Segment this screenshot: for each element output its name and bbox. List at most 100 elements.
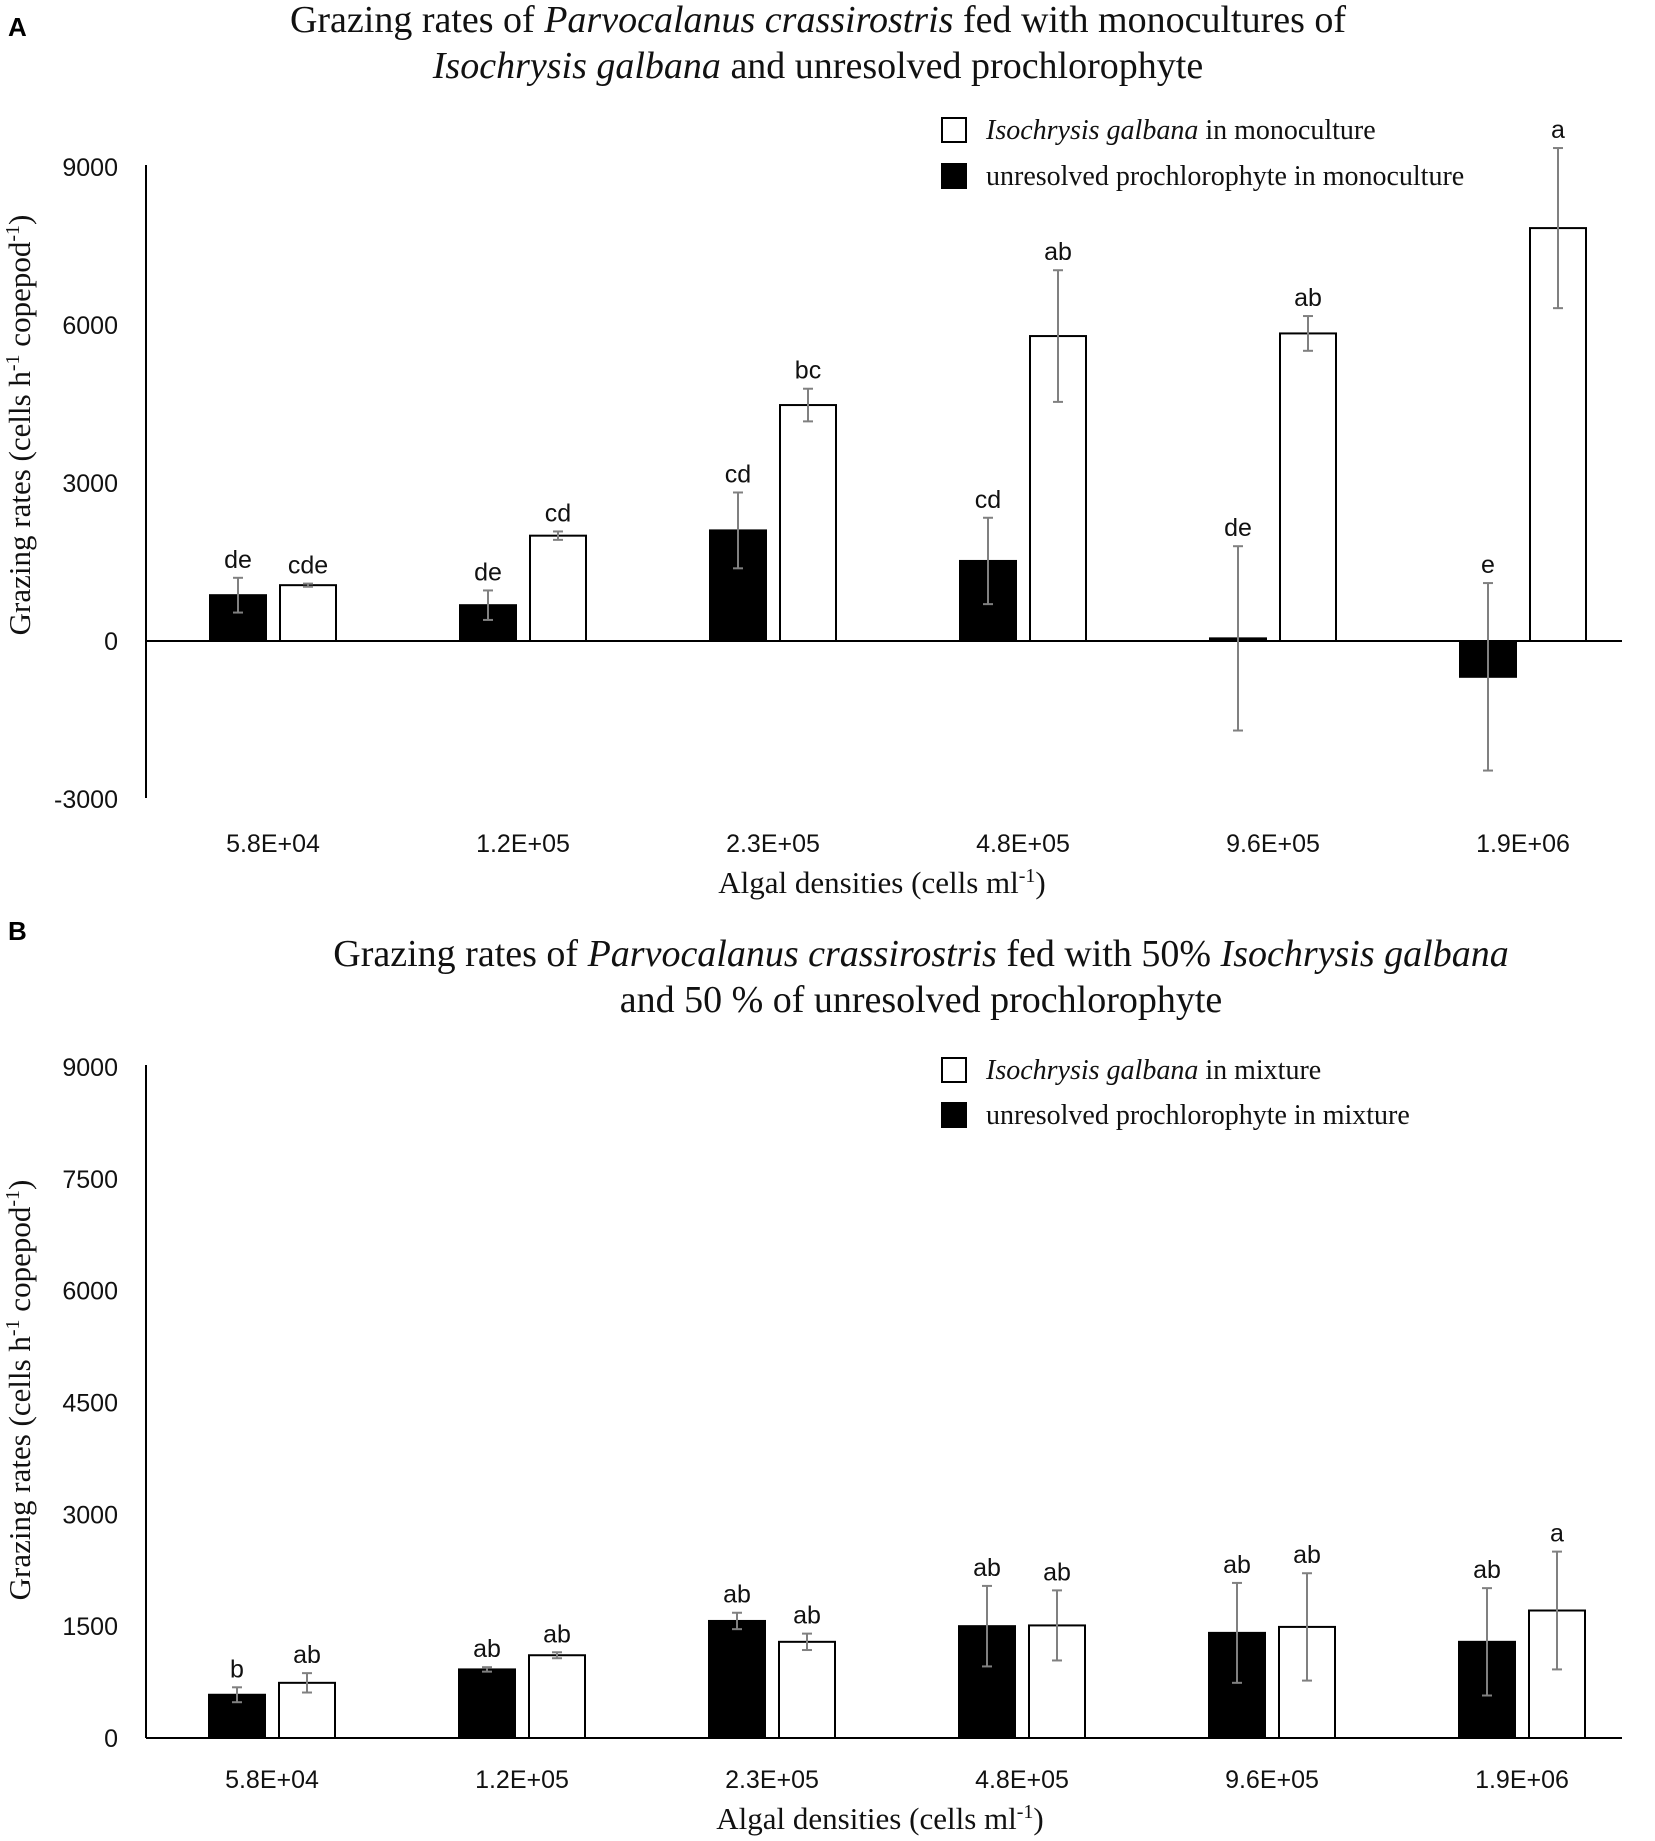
legend: Isochrysis galbana in mixture unresolved … (941, 1055, 1410, 1131)
legend-label-run: Isochrysis galbana (985, 1055, 1198, 1086)
chart-title-run: fed with monocultures of (953, 0, 1346, 41)
significance-letter: de (474, 558, 502, 586)
x-axis-label: Algal densities (cells ml-1) (718, 865, 1045, 900)
chart-title-run: fed with 50% (997, 933, 1221, 975)
y-tick-label: 3000 (62, 1501, 118, 1529)
significance-letter: cd (975, 486, 1001, 514)
y-tick-label: 9000 (62, 1054, 118, 1082)
significance-letter: a (1551, 116, 1565, 144)
legend-swatch (941, 117, 967, 143)
legend-label: unresolved prochlorophyte in mixture (986, 1100, 1410, 1131)
y-axis-label-run: Grazing rates (cells h (2, 1336, 37, 1601)
x-tick-label: 9.6E+05 (1226, 830, 1320, 858)
legend: Isochrysis galbana in monoculture unresol… (941, 115, 1464, 192)
x-tick-label: 1.2E+05 (476, 830, 570, 858)
y-tick-label: 7500 (62, 1166, 118, 1194)
significance-letter: ab (973, 1554, 1001, 1582)
bar (458, 1668, 516, 1740)
x-tick-label: 1.2E+05 (475, 1766, 569, 1794)
chart-title-run: Parvocalanus crassirostris (587, 933, 997, 975)
legend-swatch (941, 1102, 967, 1128)
legend-label-run: in monoculture (1198, 115, 1375, 146)
y-tick-label: 4500 (62, 1390, 118, 1418)
y-tick-label: 3000 (62, 470, 118, 498)
y-axis-label-sup: -1 (2, 225, 24, 242)
y-axis-label: Grazing rates (cells h-1 copepod-1) (2, 215, 37, 636)
x-tick-label: 1.9E+06 (1476, 830, 1570, 858)
y-tick-label: 9000 (62, 154, 118, 182)
chart-title-line: Grazing rates of Parvocalanus crassirost… (290, 0, 1346, 41)
x-tick-label: 9.6E+05 (1225, 1766, 1319, 1794)
chart-title-run: Isochrysis galbana (1220, 933, 1509, 975)
bar (779, 404, 837, 643)
significance-letter: de (1224, 514, 1252, 542)
legend-label-run: Isochrysis galbana (985, 115, 1198, 146)
y-tick-label: 0 (104, 628, 118, 656)
x-tick-label: 2.3E+05 (726, 830, 820, 858)
legend-label-run: unresolved prochlorophyte in monoculture (986, 161, 1464, 192)
x-axis-label-run: ) (1035, 865, 1045, 900)
y-tick-label: -3000 (54, 786, 118, 814)
y-axis-label-run: ) (2, 1180, 37, 1190)
y-axis-label-sup: -1 (2, 1190, 24, 1207)
significance-letter: ab (473, 1635, 501, 1663)
chart-panel-b: B Grazing rates of Parvocalanus crassiros… (2, 916, 1622, 1836)
significance-letter: ab (1294, 284, 1322, 312)
legend-label: Isochrysis galbana in monoculture (985, 115, 1376, 146)
x-tick-label: 1.9E+06 (1475, 1766, 1569, 1794)
chart-title-run: Isochrysis galbana (432, 45, 721, 87)
legend-label-run: in mixture (1198, 1055, 1321, 1086)
bar (279, 584, 337, 643)
significance-letter: bc (795, 357, 821, 385)
chart-title-line: Isochrysis galbana and unresolved prochl… (432, 45, 1203, 87)
x-axis-label-sup: -1 (1017, 1801, 1034, 1823)
y-tick-label: 0 (104, 1725, 118, 1753)
legend-label-run: unresolved prochlorophyte in mixture (986, 1100, 1410, 1131)
bar (709, 529, 767, 643)
significance-letter: de (224, 546, 252, 574)
bar (778, 1640, 836, 1740)
significance-letter: ab (293, 1641, 321, 1669)
bar (1029, 335, 1087, 642)
x-axis-label-run: Algal densities (cells ml (718, 865, 1018, 900)
bar (1279, 332, 1337, 642)
significance-letter: ab (723, 1581, 751, 1609)
x-axis-label-run: Algal densities (cells ml (716, 1801, 1016, 1836)
y-tick-label: 6000 (62, 312, 118, 340)
chart-title-line: Grazing rates of Parvocalanus crassirost… (333, 933, 1508, 975)
significance-letter: ab (1473, 1556, 1501, 1584)
significance-letter: b (230, 1655, 244, 1683)
x-axis-label-run: ) (1033, 1801, 1043, 1836)
significance-letter: a (1550, 1520, 1564, 1548)
legend-swatch (941, 1057, 967, 1083)
panel-letter: A (8, 12, 27, 42)
chart-title-line: and 50 % of unresolved prochlorophyte (620, 979, 1223, 1021)
legend-swatch (941, 163, 967, 189)
y-axis-label-run: copepod (2, 241, 37, 354)
chart-title-run: and 50 % of unresolved prochlorophyte (620, 979, 1223, 1021)
significance-letter: ab (543, 1620, 571, 1648)
y-axis-label: Grazing rates (cells h-1 copepod-1) (2, 1180, 37, 1601)
chart-title-run: Grazing rates of (333, 933, 587, 975)
significance-letter: ab (1043, 1558, 1071, 1586)
x-axis-label-sup: -1 (1019, 865, 1036, 887)
significance-letter: cd (545, 499, 571, 527)
x-tick-label: 4.8E+05 (975, 1766, 1069, 1794)
significance-letter: ab (793, 1602, 821, 1630)
bar (708, 1619, 766, 1739)
chart-title-run: Grazing rates of (290, 0, 544, 41)
significance-letter: e (1481, 551, 1495, 579)
y-axis-label-run: copepod (2, 1206, 37, 1319)
panel-letter: B (8, 916, 27, 946)
x-tick-label: 4.8E+05 (976, 830, 1070, 858)
x-axis-label: Algal densities (cells ml-1) (716, 1801, 1043, 1836)
chart-title-run: and unresolved prochlorophyte (721, 45, 1203, 87)
legend-label: unresolved prochlorophyte in monoculture (986, 161, 1464, 192)
bar (528, 1654, 586, 1739)
significance-letter: ab (1044, 238, 1072, 266)
significance-letter: ab (1223, 1551, 1251, 1579)
significance-letter: cde (288, 552, 328, 580)
bar (958, 1625, 1016, 1739)
chart-title-run: Parvocalanus crassirostris (543, 0, 953, 41)
